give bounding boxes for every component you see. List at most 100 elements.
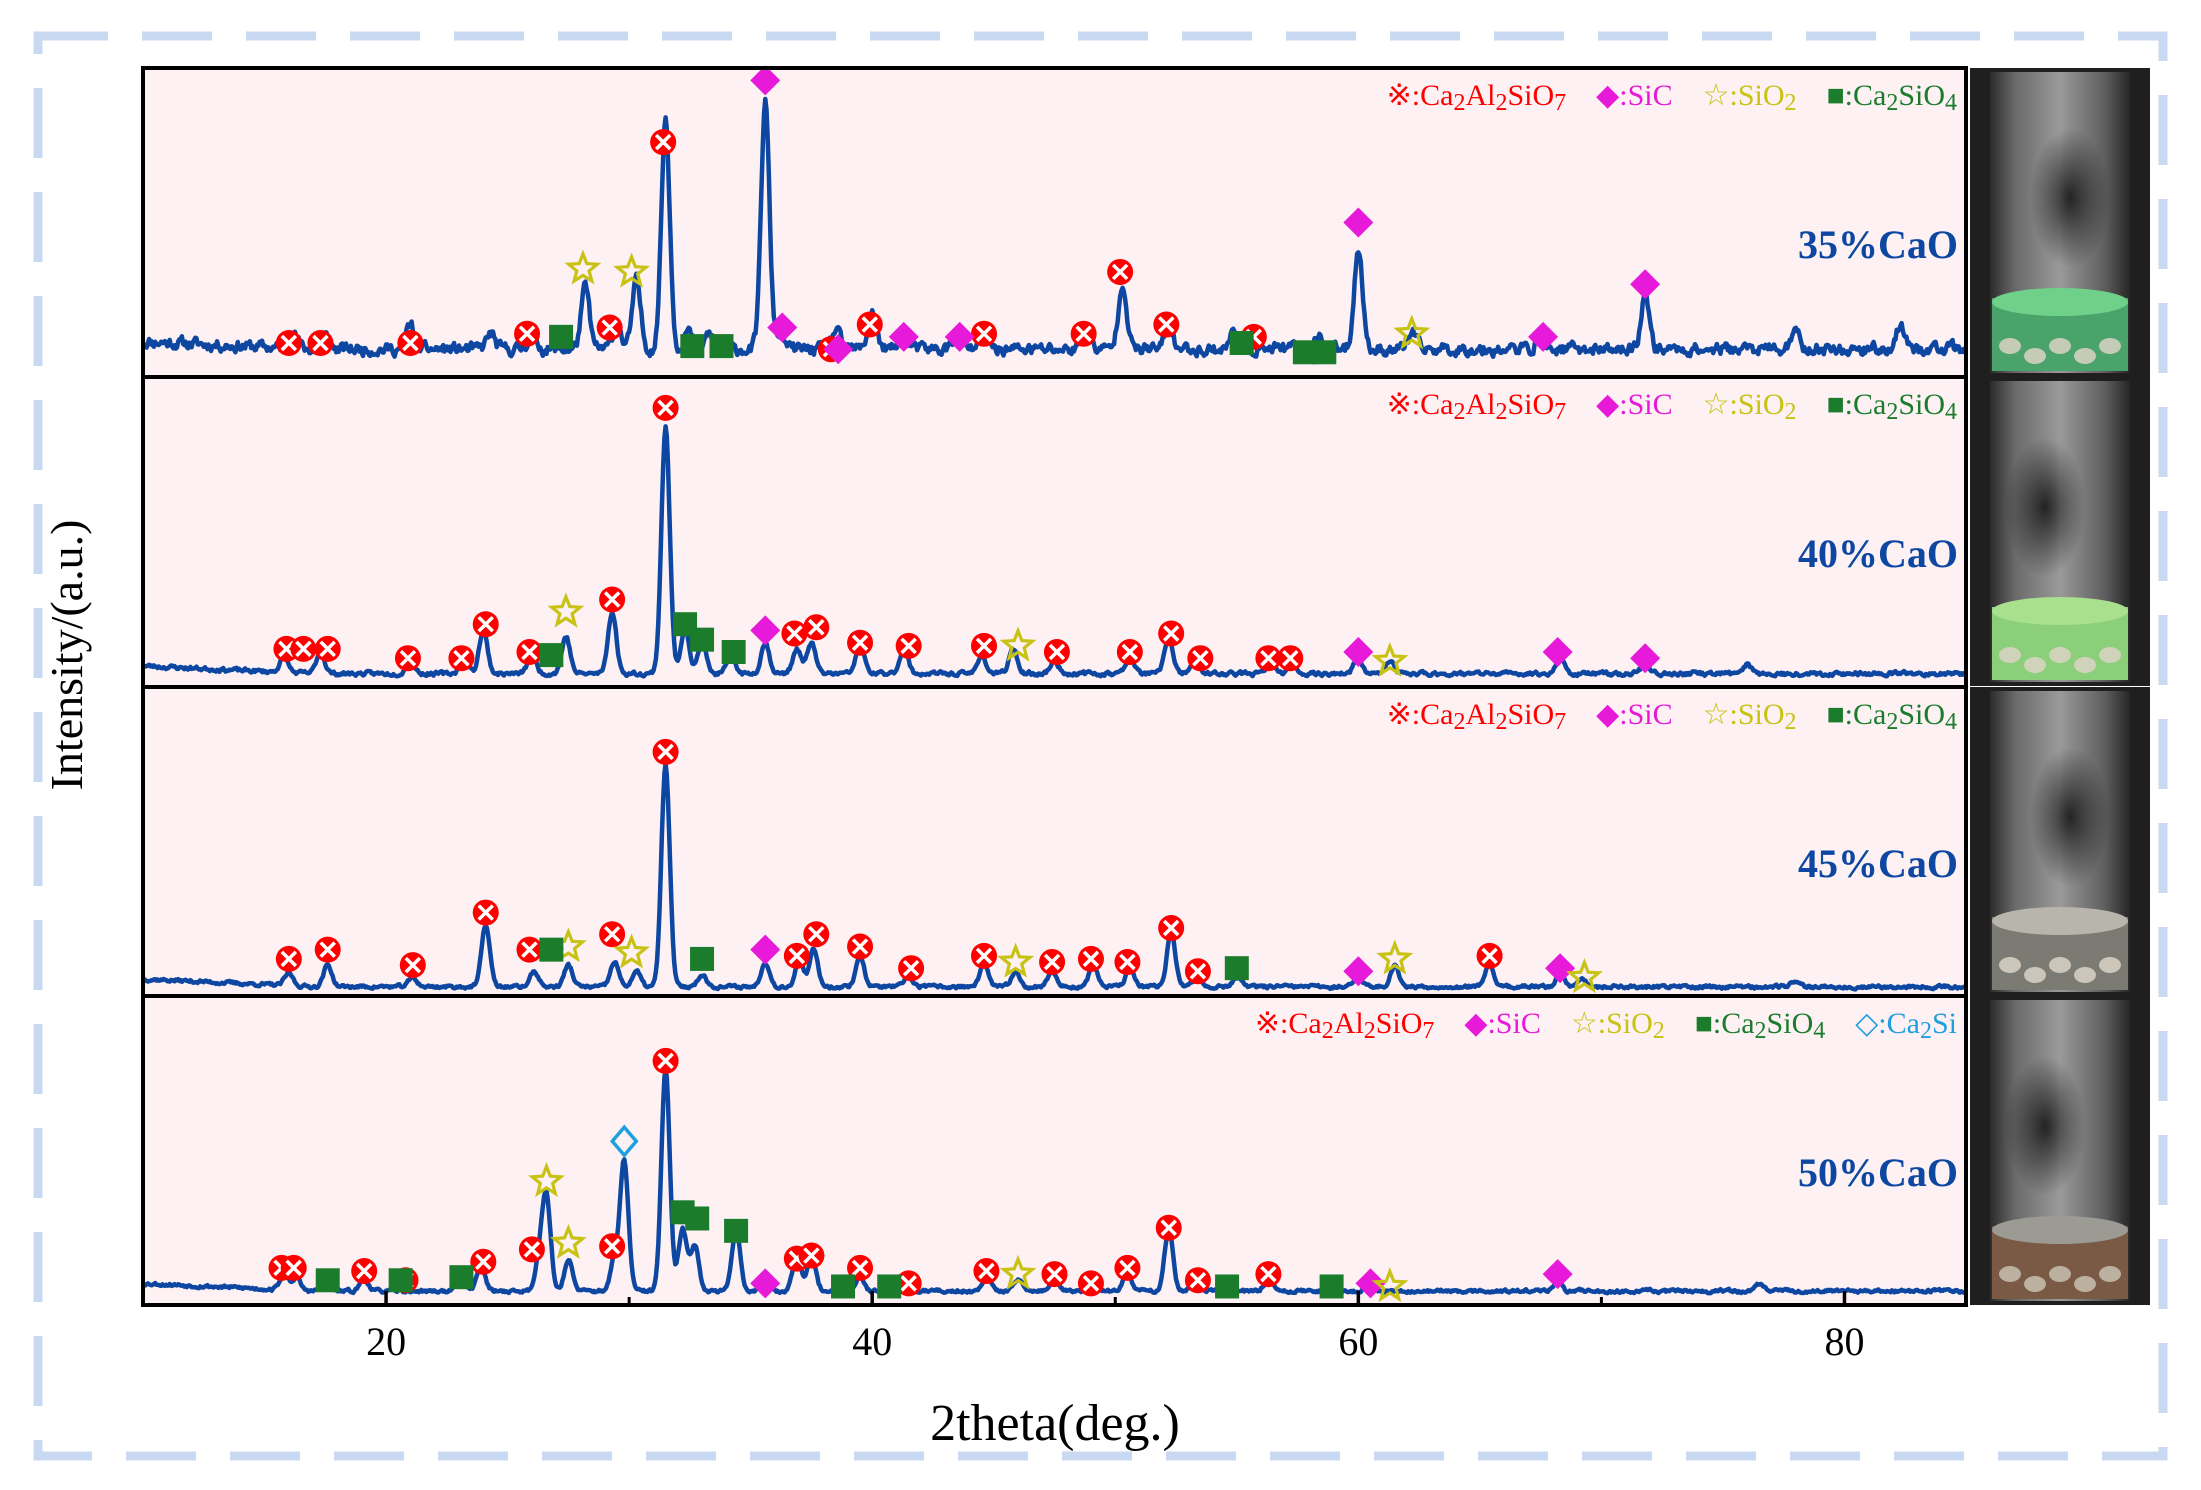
marker-ca2al2sio7: [971, 320, 998, 347]
x-tick-label: 20: [366, 1319, 406, 1364]
marker-ca2al2sio7: [1107, 258, 1134, 285]
marker-sic: [1542, 637, 1573, 668]
phase-legend: ※:Ca2Al2SiO7 ◆:SiC ☆:SiO2 ■:Ca2SiO4: [1387, 698, 1957, 735]
marker-ca2al2sio7: [1184, 1267, 1211, 1294]
marker-ca2al2sio7: [514, 320, 541, 347]
marker-sio2: [564, 249, 602, 285]
marker-ca2al2sio7: [971, 632, 998, 659]
marker-ca2al2sio7: [280, 1254, 307, 1281]
marker-sio2: [1376, 939, 1414, 975]
marker-ca2al2sio7: [599, 586, 626, 613]
marker-sic: [1542, 1259, 1573, 1290]
marker-ca2al2sio7: [1277, 645, 1304, 672]
marker-ca2al2sio7: [275, 945, 302, 972]
marker-ca2al2sio7: [599, 921, 626, 948]
marker-ca2sio4: [1312, 340, 1337, 365]
x-tick-label: 40: [852, 1319, 892, 1364]
marker-sic: [750, 65, 781, 96]
marker-ca2sio4: [388, 1268, 413, 1293]
panel-background: [143, 996, 1966, 1305]
marker-ca2sio4: [1215, 1274, 1240, 1299]
marker-ca2al2sio7: [798, 1242, 825, 1269]
xrd-panel: 35%CaO ※:Ca2Al2SiO7 ◆:SiC ☆:SiO2 ■:Ca2SiO…: [141, 65, 1968, 377]
xrd-panel: 45%CaO ※:Ca2Al2SiO7 ◆:SiC ☆:SiO2 ■:Ca2SiO…: [141, 687, 1968, 996]
marker-ca2sio4: [724, 1218, 749, 1243]
marker-ca2al2sio7: [448, 645, 475, 672]
marker-ca2al2sio7: [394, 645, 421, 672]
photos-layer: [1970, 68, 2150, 1305]
marker-ca2al2sio7: [1184, 958, 1211, 985]
marker-sic: [750, 1268, 781, 1299]
marker-ca2sio4: [1229, 331, 1254, 356]
marker-ca2sio4: [690, 946, 715, 971]
marker-sic: [944, 321, 975, 352]
marker-ca2al2sio7: [1158, 620, 1185, 647]
crucible-photo-45: [1970, 687, 2150, 996]
marker-sic: [1630, 643, 1661, 674]
marker-ca2al2sio7: [314, 635, 341, 662]
marker-sic: [1343, 207, 1374, 238]
marker-ca2al2sio7: [307, 330, 334, 357]
y-axis-label: Intensity/(a.u.): [41, 520, 92, 791]
marker-ca2al2sio7: [1114, 949, 1141, 976]
marker-ca2al2sio7: [596, 314, 623, 341]
marker-sio2: [528, 1162, 565, 1198]
marker-ca2si: [609, 1124, 639, 1158]
marker-ca2sio4: [549, 324, 574, 349]
phase-markers: [268, 1047, 1573, 1303]
crucible-photo-40: [1970, 377, 2150, 686]
marker-ca2al2sio7: [314, 936, 341, 963]
marker-ca2al2sio7: [783, 942, 810, 969]
marker-ca2al2sio7: [847, 1254, 874, 1281]
marker-sio2: [1565, 958, 1603, 994]
marker-sio2: [549, 1223, 587, 1259]
panel-background: [143, 68, 1966, 377]
marker-sio2: [547, 592, 585, 628]
marker-sic: [1630, 269, 1661, 300]
marker-ca2al2sio7: [1039, 949, 1066, 976]
marker-ca2al2sio7: [1114, 1254, 1141, 1281]
panel-background: [143, 377, 1966, 686]
marker-ca2al2sio7: [518, 1236, 545, 1263]
marker-sio2: [613, 252, 651, 288]
marker-sic: [1545, 953, 1576, 984]
axes-layer: 20 40 60 80: [141, 66, 1968, 1364]
marker-ca2al2sio7: [781, 620, 808, 647]
marker-sic: [1343, 637, 1374, 668]
marker-ca2al2sio7: [803, 614, 830, 641]
marker-ca2sio4: [449, 1265, 474, 1290]
marker-sio2: [999, 626, 1037, 662]
marker-ca2sio4: [877, 1274, 902, 1299]
phase-legend: ※:Ca2Al2SiO7 ◆:SiC ☆:SiO2 ■:Ca2SiO4: [1387, 388, 1957, 425]
panel-background: [143, 687, 1966, 996]
phase-markers: [273, 394, 1661, 677]
marker-ca2al2sio7: [470, 1248, 497, 1275]
marker-ca2al2sio7: [397, 330, 424, 357]
x-tick-label: 80: [1824, 1319, 1864, 1364]
marker-ca2al2sio7: [847, 629, 874, 656]
x-tick-label: 60: [1338, 1319, 1378, 1364]
marker-ca2al2sio7: [1155, 1214, 1182, 1241]
marker-sio2: [997, 942, 1035, 978]
marker-ca2al2sio7: [1255, 645, 1282, 672]
marker-ca2al2sio7: [971, 942, 998, 969]
marker-ca2sio4: [690, 627, 715, 652]
marker-sic: [823, 334, 854, 365]
marker-ca2al2sio7: [1153, 311, 1180, 338]
marker-ca2al2sio7: [472, 899, 499, 926]
marker-ca2al2sio7: [472, 611, 499, 638]
marker-ca2al2sio7: [1158, 915, 1185, 942]
phase-markers: [275, 65, 1661, 365]
marker-sic: [750, 615, 781, 646]
marker-ca2al2sio7: [1476, 942, 1503, 969]
marker-sio2: [1393, 314, 1431, 350]
marker-ca2al2sio7: [1041, 1261, 1068, 1288]
marker-ca2al2sio7: [599, 1233, 626, 1260]
phase-legend: ※:Ca2Al2SiO7 ◆:SiC ☆:SiO2 ■:Ca2SiO4: [1387, 79, 1957, 116]
marker-ca2al2sio7: [652, 1047, 679, 1074]
marker-ca2al2sio7: [1070, 320, 1097, 347]
marker-ca2sio4: [721, 640, 746, 665]
marker-ca2al2sio7: [650, 129, 677, 156]
marker-ca2al2sio7: [516, 936, 543, 963]
sample-label: 45%CaO: [1798, 841, 1958, 886]
